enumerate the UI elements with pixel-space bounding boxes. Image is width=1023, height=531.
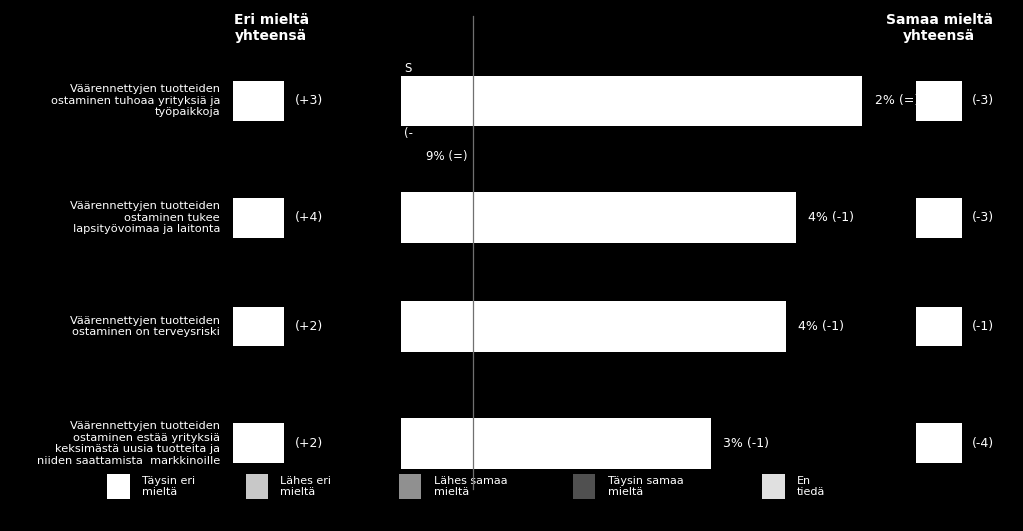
Text: Väärennettyjen tuotteiden
ostaminen estää yrityksiä
keksimästä uusia tuotteita j: Väärennettyjen tuotteiden ostaminen estä… [37,421,220,466]
Text: Lähes samaa
mieltä: Lähes samaa mieltä [434,476,507,497]
Bar [233,306,284,347]
Text: 3% (-1): 3% (-1) [723,437,769,450]
Text: S: S [404,62,411,75]
Bar [401,193,796,243]
Bar [233,198,284,238]
Text: (+2): (+2) [295,320,323,333]
Text: Väärennettyjen tuotteiden
ostaminen tukee
lapsityövoimaa ja laitonta: Väärennettyjen tuotteiden ostaminen tuke… [70,201,220,234]
Bar [107,474,130,499]
Bar [399,474,421,499]
Bar [401,302,786,352]
Bar [916,198,962,238]
Bar [916,306,962,347]
Text: Täysin eri
mieltä: Täysin eri mieltä [142,476,195,497]
Text: Eri mieltä
yhteensä: Eri mieltä yhteensä [233,13,309,44]
Bar [401,418,711,468]
Bar [401,75,862,126]
Text: 9% (=): 9% (=) [426,150,468,162]
Text: Samaa mieltä
yhteensä: Samaa mieltä yhteensä [886,13,992,44]
Text: 4% (-1): 4% (-1) [798,320,844,333]
Text: Lähes eri
mieltä: Lähes eri mieltä [280,476,331,497]
Text: (+2): (+2) [295,437,323,450]
Text: 4% (-1): 4% (-1) [808,211,854,224]
Bar [233,81,284,121]
Bar [246,474,268,499]
Bar [762,474,785,499]
Text: (-1): (-1) [972,320,994,333]
Text: En
tiedä: En tiedä [797,476,826,497]
Bar [916,424,962,463]
Text: (-3): (-3) [972,211,994,224]
Text: Täysin samaa
mieltä: Täysin samaa mieltä [608,476,683,497]
Text: (+4): (+4) [295,211,323,224]
Text: (-: (- [404,127,413,140]
Text: Väärennettyjen tuotteiden
ostaminen tuhoaa yrityksiä ja
työpaikkoja: Väärennettyjen tuotteiden ostaminen tuho… [50,84,220,117]
Text: (-3): (-3) [972,95,994,107]
Text: (-4): (-4) [972,437,994,450]
Text: 2% (=): 2% (=) [875,95,919,107]
Bar [233,424,284,463]
Bar [916,81,962,121]
Text: (+3): (+3) [295,95,323,107]
Bar [573,474,595,499]
Text: Väärennettyjen tuotteiden
ostaminen on terveysriski: Väärennettyjen tuotteiden ostaminen on t… [70,316,220,337]
